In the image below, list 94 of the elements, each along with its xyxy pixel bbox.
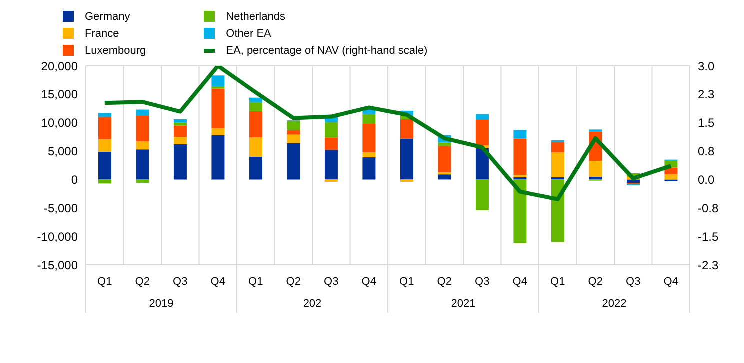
bar xyxy=(324,150,338,180)
bar xyxy=(249,98,262,102)
bar xyxy=(98,113,112,118)
bar xyxy=(174,119,187,123)
bar xyxy=(551,180,564,242)
bar xyxy=(287,134,300,144)
bar xyxy=(98,152,112,180)
x-tick-label: Q2 xyxy=(135,276,150,288)
x-tick-label: Q2 xyxy=(437,276,452,288)
bar xyxy=(551,142,564,152)
x-tick-label: Q2 xyxy=(588,276,603,288)
bar xyxy=(476,120,489,146)
y-tick-label: 0 xyxy=(71,172,78,187)
legend-label: Other EA xyxy=(226,28,272,40)
y2-tick-label: 0.0 xyxy=(698,172,716,187)
bar xyxy=(589,160,602,177)
legend-label: Luxembourg xyxy=(85,44,146,56)
line-series xyxy=(102,66,674,202)
y2-tick-label: 3.0 xyxy=(698,59,716,74)
text: 2019 xyxy=(149,298,174,310)
y-tick-label: 10,000 xyxy=(41,116,78,130)
y2-tick-label: -0.8 xyxy=(698,201,720,216)
bar xyxy=(287,130,300,135)
text: 2021 xyxy=(451,298,476,310)
bar xyxy=(362,114,376,124)
x-tick-label: Q3 xyxy=(173,276,188,288)
legend-label: EA, percentage of NAV (right-hand scale) xyxy=(226,44,428,56)
bar xyxy=(400,119,414,139)
bar xyxy=(136,150,150,180)
bar xyxy=(476,114,489,120)
x-tick-label: Q4 xyxy=(512,276,528,288)
x-tick-label: Q1 xyxy=(248,276,264,288)
legend-label: France xyxy=(85,28,120,40)
bar xyxy=(476,148,489,180)
bar xyxy=(136,116,150,142)
y2-tick-label: 1.5 xyxy=(698,116,716,130)
bar xyxy=(438,174,452,180)
bar xyxy=(98,117,112,140)
y-tick-label: -15,000 xyxy=(37,258,78,272)
bar xyxy=(98,139,112,152)
bar xyxy=(438,146,452,172)
text: 2022 xyxy=(602,298,627,310)
x-tick-label: Q4 xyxy=(664,276,678,288)
x-tick-label: Q3 xyxy=(626,276,641,288)
x-tick-label: Q1 xyxy=(550,276,566,288)
bar xyxy=(174,137,187,144)
bar xyxy=(551,152,564,178)
x-tick-label: Q3 xyxy=(324,276,339,288)
bar xyxy=(400,138,414,180)
y2-tick-label: 0.8 xyxy=(698,144,716,159)
bar xyxy=(249,111,262,138)
bar xyxy=(287,143,300,180)
y-tick-label: 20,000 xyxy=(41,59,78,74)
bar xyxy=(626,180,640,184)
text: 202 xyxy=(303,298,322,310)
bar xyxy=(514,138,527,176)
y2-tick-label: -2.3 xyxy=(698,258,720,272)
x-tick-label: Q1 xyxy=(400,276,414,288)
bar xyxy=(476,180,489,210)
bar xyxy=(362,158,376,180)
bar xyxy=(249,102,262,112)
bar xyxy=(212,135,225,180)
bar xyxy=(249,138,262,157)
x-tick-label: Q2 xyxy=(286,276,301,288)
y-tick-label: -5,000 xyxy=(44,201,78,216)
y2-tick-label: -1.5 xyxy=(698,230,720,244)
bar xyxy=(362,152,376,158)
legend-label: Netherlands xyxy=(226,10,286,22)
y-tick-label: 15,000 xyxy=(41,88,78,102)
bar xyxy=(249,156,262,180)
x-tick-label: Q3 xyxy=(475,276,490,288)
bar xyxy=(514,180,527,244)
y-tick-label: 5,000 xyxy=(48,144,78,159)
bar xyxy=(136,180,150,184)
bar xyxy=(287,121,300,130)
y2-tick-label: 2.3 xyxy=(698,88,716,102)
bar xyxy=(514,130,527,139)
bar xyxy=(174,126,187,138)
bar xyxy=(212,76,225,86)
bar xyxy=(324,138,338,150)
bar xyxy=(212,128,225,136)
bar xyxy=(324,122,338,138)
legend-label: Germany xyxy=(85,10,130,22)
x-tick-label: Q4 xyxy=(362,276,376,288)
bar xyxy=(362,124,376,152)
bar xyxy=(98,180,112,184)
bar xyxy=(136,110,150,116)
bar xyxy=(664,174,678,180)
bar xyxy=(174,144,187,180)
x-tick-label: Q4 xyxy=(210,276,226,288)
bar xyxy=(212,88,225,129)
y-tick-label: -10,000 xyxy=(37,230,78,244)
x-tick-label: Q1 xyxy=(98,276,112,288)
bar xyxy=(136,142,150,150)
